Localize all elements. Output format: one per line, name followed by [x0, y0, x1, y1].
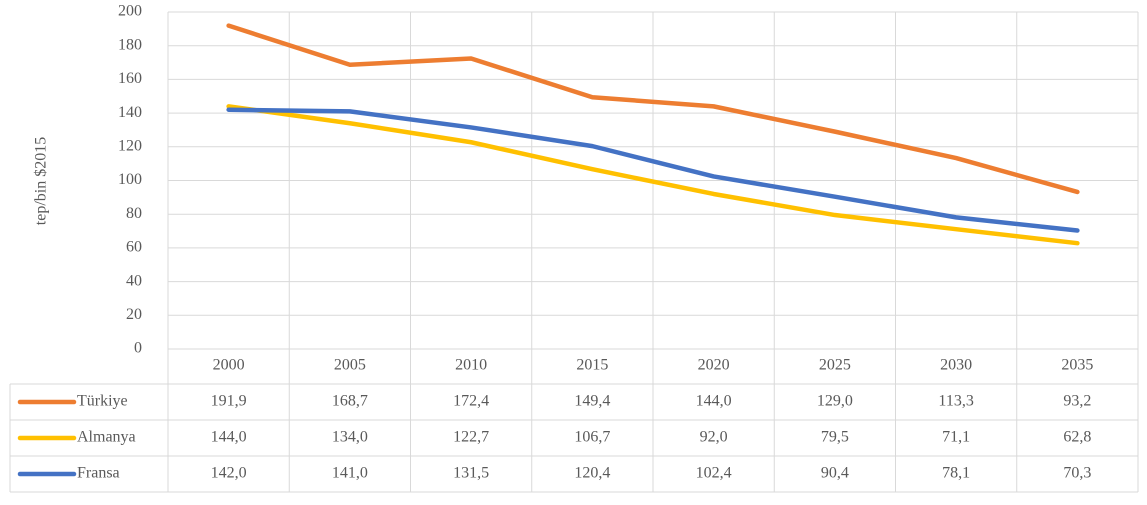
table-value: 168,7	[332, 393, 368, 410]
y-tick-label: 0	[134, 340, 142, 357]
table-value: 172,4	[453, 393, 489, 410]
table-value: 144,0	[696, 393, 732, 410]
y-tick-label: 180	[118, 36, 142, 53]
table-value: 149,4	[574, 393, 610, 410]
table-value: 142,0	[211, 465, 247, 482]
legend-label: Almanya	[77, 429, 136, 446]
y-tick-label: 80	[126, 205, 142, 222]
y-tick-label: 60	[126, 239, 142, 256]
table-value: 129,0	[817, 393, 853, 410]
x-tick-label: 2015	[576, 357, 608, 374]
table-value: 90,4	[821, 465, 849, 482]
table-value: 70,3	[1063, 465, 1091, 482]
y-tick-label: 40	[126, 272, 142, 289]
table-value: 131,5	[453, 465, 489, 482]
series-line	[226, 104, 1080, 246]
table-value: 93,2	[1063, 393, 1091, 410]
x-tick-label: 2025	[819, 357, 851, 374]
y-tick-label: 160	[118, 70, 142, 87]
y-axis-label: tep/bin $2015	[33, 137, 50, 225]
table-value: 106,7	[574, 429, 610, 446]
table-value: 78,1	[942, 465, 970, 482]
table-value: 141,0	[332, 465, 368, 482]
series-line	[226, 23, 1080, 195]
x-tick-label: 2010	[455, 357, 487, 374]
table-value: 144,0	[211, 429, 247, 446]
y-tick-label: 140	[118, 104, 142, 121]
legend-label: Türkiye	[77, 393, 128, 410]
table-value: 134,0	[332, 429, 368, 446]
x-tick-label: 2020	[698, 357, 730, 374]
x-tick-label: 2005	[334, 357, 366, 374]
y-tick-label: 100	[118, 171, 142, 188]
series-line	[226, 107, 1080, 233]
table-value: 191,9	[211, 393, 247, 410]
table-value: 62,8	[1063, 429, 1091, 446]
x-tick-label: 2035	[1061, 357, 1093, 374]
x-tick-label: 2000	[213, 357, 245, 374]
legend-label: Fransa	[77, 465, 120, 482]
table-value: 102,4	[696, 465, 732, 482]
y-tick-label: 20	[126, 306, 142, 323]
table-value: 79,5	[821, 429, 849, 446]
y-tick-label: 120	[118, 137, 142, 154]
table-value: 92,0	[700, 429, 728, 446]
table-value: 113,3	[938, 393, 973, 410]
x-tick-label: 2030	[940, 357, 972, 374]
table-value: 120,4	[574, 465, 610, 482]
y-tick-label: 200	[118, 3, 142, 20]
table-value: 122,7	[453, 429, 489, 446]
table-value: 71,1	[942, 429, 970, 446]
